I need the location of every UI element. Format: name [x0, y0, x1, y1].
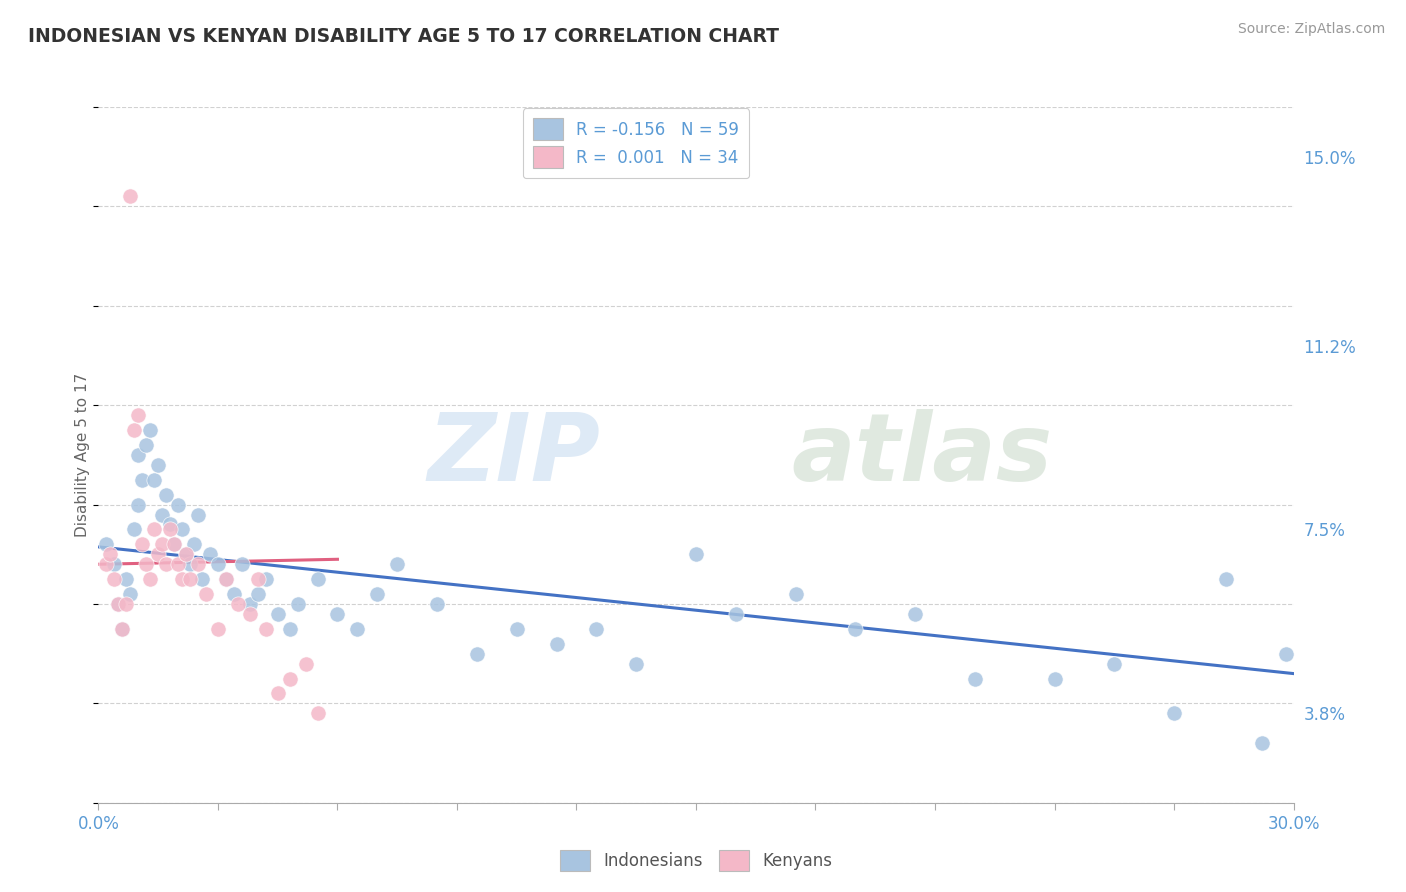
Point [139, 423, 162, 437]
Point [155, 558, 177, 572]
Point [267, 607, 290, 621]
Point [1163, 706, 1185, 721]
Point [222, 587, 245, 601]
Point [426, 597, 449, 611]
Point [150, 508, 173, 522]
Point [231, 558, 253, 572]
Point [115, 597, 138, 611]
Point [294, 657, 316, 671]
Point [120, 189, 142, 203]
Point [167, 558, 190, 572]
Point [326, 607, 349, 621]
Point [1043, 672, 1066, 686]
Y-axis label: Disability Age 5 to 17: Disability Age 5 to 17 [75, 373, 90, 537]
Point [785, 587, 807, 601]
Point [844, 622, 866, 636]
Point [239, 607, 262, 621]
Point [100, 547, 122, 561]
Point [198, 547, 221, 561]
Text: atlas: atlas [792, 409, 1053, 501]
Point [103, 558, 125, 572]
Point [124, 523, 146, 537]
Point [626, 657, 648, 671]
Point [585, 622, 607, 636]
Point [139, 572, 162, 586]
Point [174, 547, 197, 561]
Point [385, 558, 409, 572]
Point [724, 607, 747, 621]
Point [159, 523, 181, 537]
Text: INDONESIAN VS KENYAN DISABILITY AGE 5 TO 17 CORRELATION CHART: INDONESIAN VS KENYAN DISABILITY AGE 5 TO… [28, 27, 779, 45]
Point [963, 672, 986, 686]
Point [143, 523, 166, 537]
Point [904, 607, 927, 621]
Point [307, 572, 329, 586]
Point [278, 672, 301, 686]
Point [179, 572, 201, 586]
Point [546, 637, 568, 651]
Point [143, 473, 166, 487]
Point [215, 572, 238, 586]
Point [127, 408, 149, 422]
Text: Source: ZipAtlas.com: Source: ZipAtlas.com [1237, 22, 1385, 37]
Point [107, 597, 129, 611]
Point [239, 597, 262, 611]
Point [207, 558, 229, 572]
Point [246, 572, 269, 586]
Point [111, 622, 134, 636]
Point [135, 558, 157, 572]
Point [163, 537, 186, 551]
Point [226, 597, 249, 611]
Point [163, 537, 186, 551]
Point [96, 537, 118, 551]
Point [254, 572, 277, 586]
Point [685, 547, 707, 561]
Point [191, 572, 214, 586]
Point [1250, 736, 1272, 750]
Point [159, 517, 181, 532]
Point [346, 622, 368, 636]
Text: ZIP: ZIP [427, 409, 600, 501]
Point [278, 622, 301, 636]
Point [111, 622, 134, 636]
Point [148, 458, 170, 472]
Point [120, 587, 142, 601]
Point [103, 572, 125, 586]
Point [127, 498, 149, 512]
Point [183, 537, 205, 551]
Point [207, 622, 229, 636]
Point [127, 448, 149, 462]
Point [187, 508, 209, 522]
Point [465, 647, 488, 661]
Point [96, 558, 118, 572]
Point [1102, 657, 1125, 671]
Point [366, 587, 388, 601]
Point [167, 498, 190, 512]
Point [124, 423, 146, 437]
Point [155, 488, 177, 502]
Point [246, 587, 269, 601]
Legend: Indonesians, Kenyans: Indonesians, Kenyans [553, 843, 839, 878]
Point [254, 622, 277, 636]
Point [179, 558, 201, 572]
Point [115, 572, 138, 586]
Point [195, 587, 218, 601]
Point [215, 572, 238, 586]
Point [1274, 647, 1296, 661]
Point [131, 473, 153, 487]
Point [131, 537, 153, 551]
Point [1215, 572, 1237, 586]
Point [187, 558, 209, 572]
Point [307, 706, 329, 721]
Point [174, 547, 197, 561]
Point [172, 572, 194, 586]
Point [135, 438, 157, 452]
Point [287, 597, 309, 611]
Point [172, 523, 194, 537]
Point [107, 597, 129, 611]
Point [150, 537, 173, 551]
Point [506, 622, 529, 636]
Point [267, 686, 290, 700]
Point [148, 547, 170, 561]
